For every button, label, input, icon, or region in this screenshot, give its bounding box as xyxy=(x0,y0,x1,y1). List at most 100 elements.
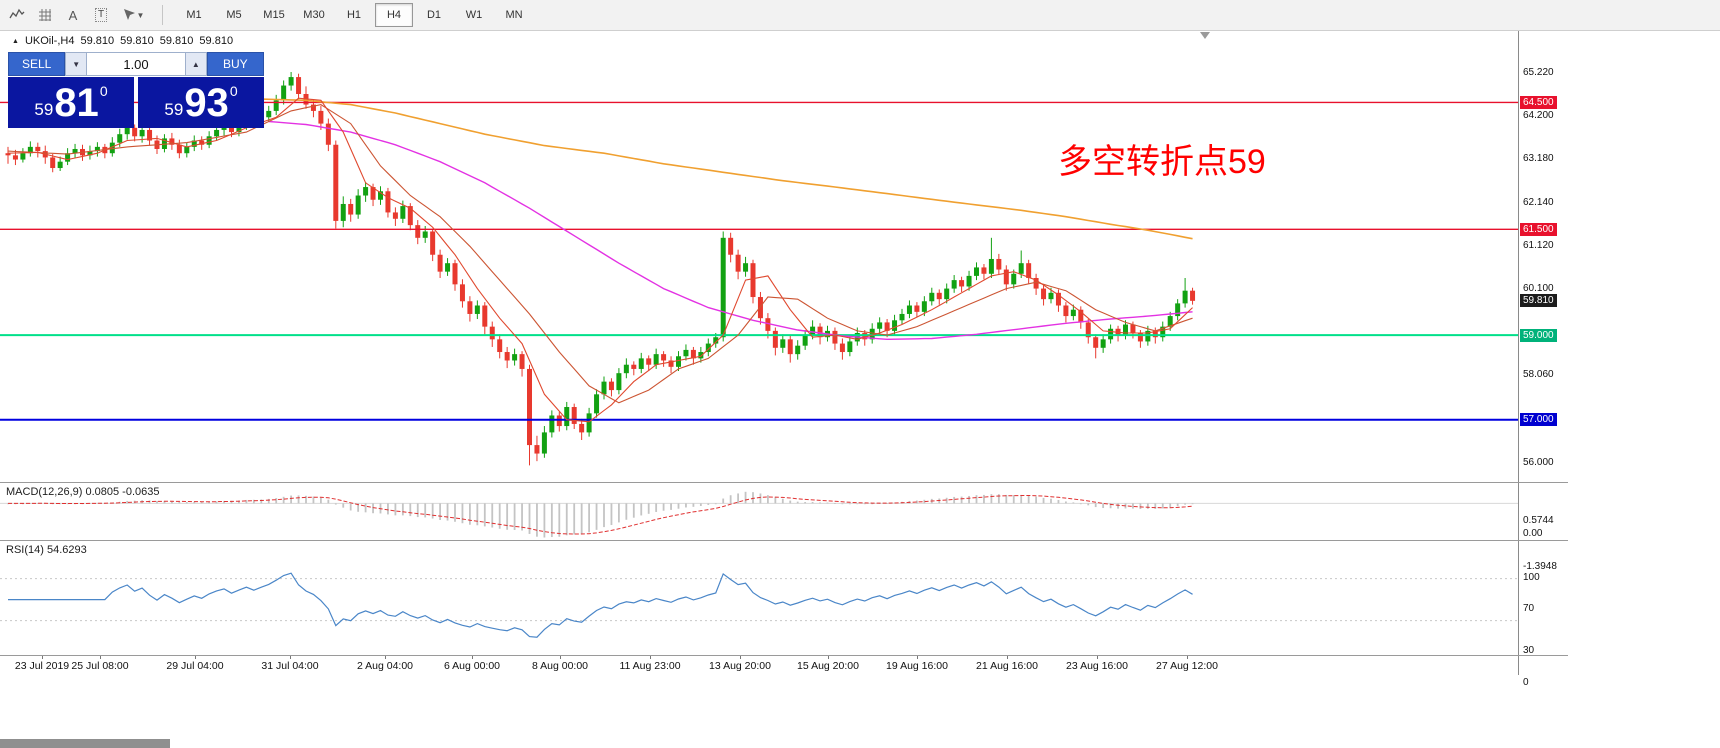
buy-price-display[interactable]: 59 93 0 xyxy=(138,77,264,128)
macd-bar xyxy=(394,503,397,516)
macd-bar xyxy=(312,496,315,504)
macd-bar xyxy=(185,502,188,504)
time-axis-label: 27 Aug 12:00 xyxy=(1156,660,1218,672)
chart-canvas[interactable] xyxy=(0,30,1518,655)
candle xyxy=(65,153,71,162)
macd-bar xyxy=(1050,498,1052,504)
macd-bar xyxy=(1191,503,1194,505)
macd-bar xyxy=(647,503,650,514)
candle xyxy=(504,352,510,361)
macd-bar xyxy=(573,503,576,535)
candle xyxy=(765,318,771,331)
macd-bar xyxy=(36,502,39,504)
candle xyxy=(512,354,518,361)
macd-bar xyxy=(707,503,710,505)
time-axis[interactable]: 23 Jul 2019 25 Jul 08:00 29 Jul 04:00 31 Ju… xyxy=(0,656,1518,675)
rsi-panel-divider[interactable] xyxy=(0,540,1568,541)
ohlc-low: 59.810 xyxy=(159,35,194,47)
candle xyxy=(437,254,443,272)
chevron-down-icon: ▼ xyxy=(72,59,81,69)
toolbar: A T ▼ M1 M5 M15 M30 H1 H4 D1 W1 MN xyxy=(0,0,1720,31)
rsi-axis-label: 30 xyxy=(1523,645,1535,657)
candle xyxy=(1048,292,1054,300)
sell-button[interactable]: SELL xyxy=(8,52,66,76)
macd-bar xyxy=(156,500,158,504)
tf-MN[interactable]: MN xyxy=(505,9,523,21)
macd-bar xyxy=(372,503,374,514)
sell-price-display[interactable]: 59 81 0 xyxy=(8,77,134,128)
tf-W1[interactable]: W1 xyxy=(465,9,483,21)
macd-bar xyxy=(670,503,672,510)
candle xyxy=(422,231,428,238)
macd-bar xyxy=(275,498,278,504)
macd-bar xyxy=(1035,496,1037,504)
chart-shift-marker[interactable] xyxy=(1200,32,1210,39)
bottom-scrollbar[interactable] xyxy=(0,739,170,748)
macd-bar xyxy=(677,503,680,509)
macd-bar xyxy=(968,495,970,504)
time-axis-label: 31 Jul 04:00 xyxy=(261,660,319,672)
macd-bar xyxy=(714,503,717,505)
candle xyxy=(1003,269,1009,285)
candle xyxy=(959,280,965,287)
macd-bar xyxy=(178,501,181,504)
tf-M5[interactable]: M5 xyxy=(226,9,242,21)
candle xyxy=(1093,337,1099,348)
price-axis[interactable]: 65.220 64.500 64.200 63.180 62.140 61.500 61.1… xyxy=(1518,30,1569,688)
buy-button[interactable]: BUY xyxy=(206,52,264,76)
time-axis-label: 23 Aug 16:00 xyxy=(1066,660,1128,672)
candle xyxy=(117,134,123,143)
candle xyxy=(459,284,465,302)
candle xyxy=(594,394,600,414)
macd-bar xyxy=(469,503,471,525)
volume-increase-button[interactable]: ▲ xyxy=(185,52,207,76)
candle xyxy=(795,345,801,355)
tf-M1[interactable]: M1 xyxy=(186,9,202,21)
candle xyxy=(839,343,845,353)
ohlc-open: 59.810 xyxy=(80,35,115,47)
candle xyxy=(631,364,637,369)
candle xyxy=(378,191,383,200)
macd-bar xyxy=(789,500,792,504)
candle xyxy=(310,104,316,111)
time-axis-tick xyxy=(290,656,291,659)
candle xyxy=(690,349,696,359)
macd-bar xyxy=(603,503,605,528)
macd-bar xyxy=(260,499,263,504)
candle xyxy=(430,231,436,255)
candle xyxy=(1070,309,1076,317)
candle xyxy=(385,191,391,213)
macd-panel-divider[interactable] xyxy=(0,482,1568,483)
candle xyxy=(757,297,763,319)
text-label-icon[interactable]: A xyxy=(60,3,86,27)
tf-M30[interactable]: M30 xyxy=(303,9,325,21)
candle xyxy=(1033,278,1039,289)
volume-decrease-button[interactable]: ▼ xyxy=(65,52,87,76)
candle xyxy=(676,356,681,367)
macd-bar xyxy=(767,495,769,504)
volume-input[interactable] xyxy=(87,52,185,76)
chart-annotation[interactable]: 多空转折点59 xyxy=(1058,143,1266,181)
indicators-icon[interactable] xyxy=(4,3,30,27)
candle xyxy=(191,140,197,147)
time-axis-label: 25 Jul 08:00 xyxy=(71,660,129,672)
macd-bar xyxy=(1042,497,1045,504)
rsi-line xyxy=(8,572,1193,638)
tf-M15[interactable]: M15 xyxy=(263,9,285,21)
candle xyxy=(720,237,726,338)
text-box-icon[interactable]: T xyxy=(88,3,114,27)
tf-D1[interactable]: D1 xyxy=(426,9,442,21)
draw-objects-icon[interactable]: ▼ xyxy=(116,3,150,27)
grid-icon[interactable] xyxy=(32,3,58,27)
macd-bar xyxy=(446,503,449,521)
macd-bar xyxy=(1184,503,1186,505)
candle xyxy=(981,267,987,274)
candle xyxy=(1108,328,1114,340)
candle xyxy=(5,153,11,156)
tf-H4[interactable]: H4 xyxy=(375,3,413,27)
macd-bar xyxy=(1072,502,1075,504)
macd-bar xyxy=(193,501,196,504)
tf-H1[interactable]: H1 xyxy=(346,9,362,21)
macd-bar xyxy=(215,501,218,504)
macd-bar xyxy=(357,503,360,512)
